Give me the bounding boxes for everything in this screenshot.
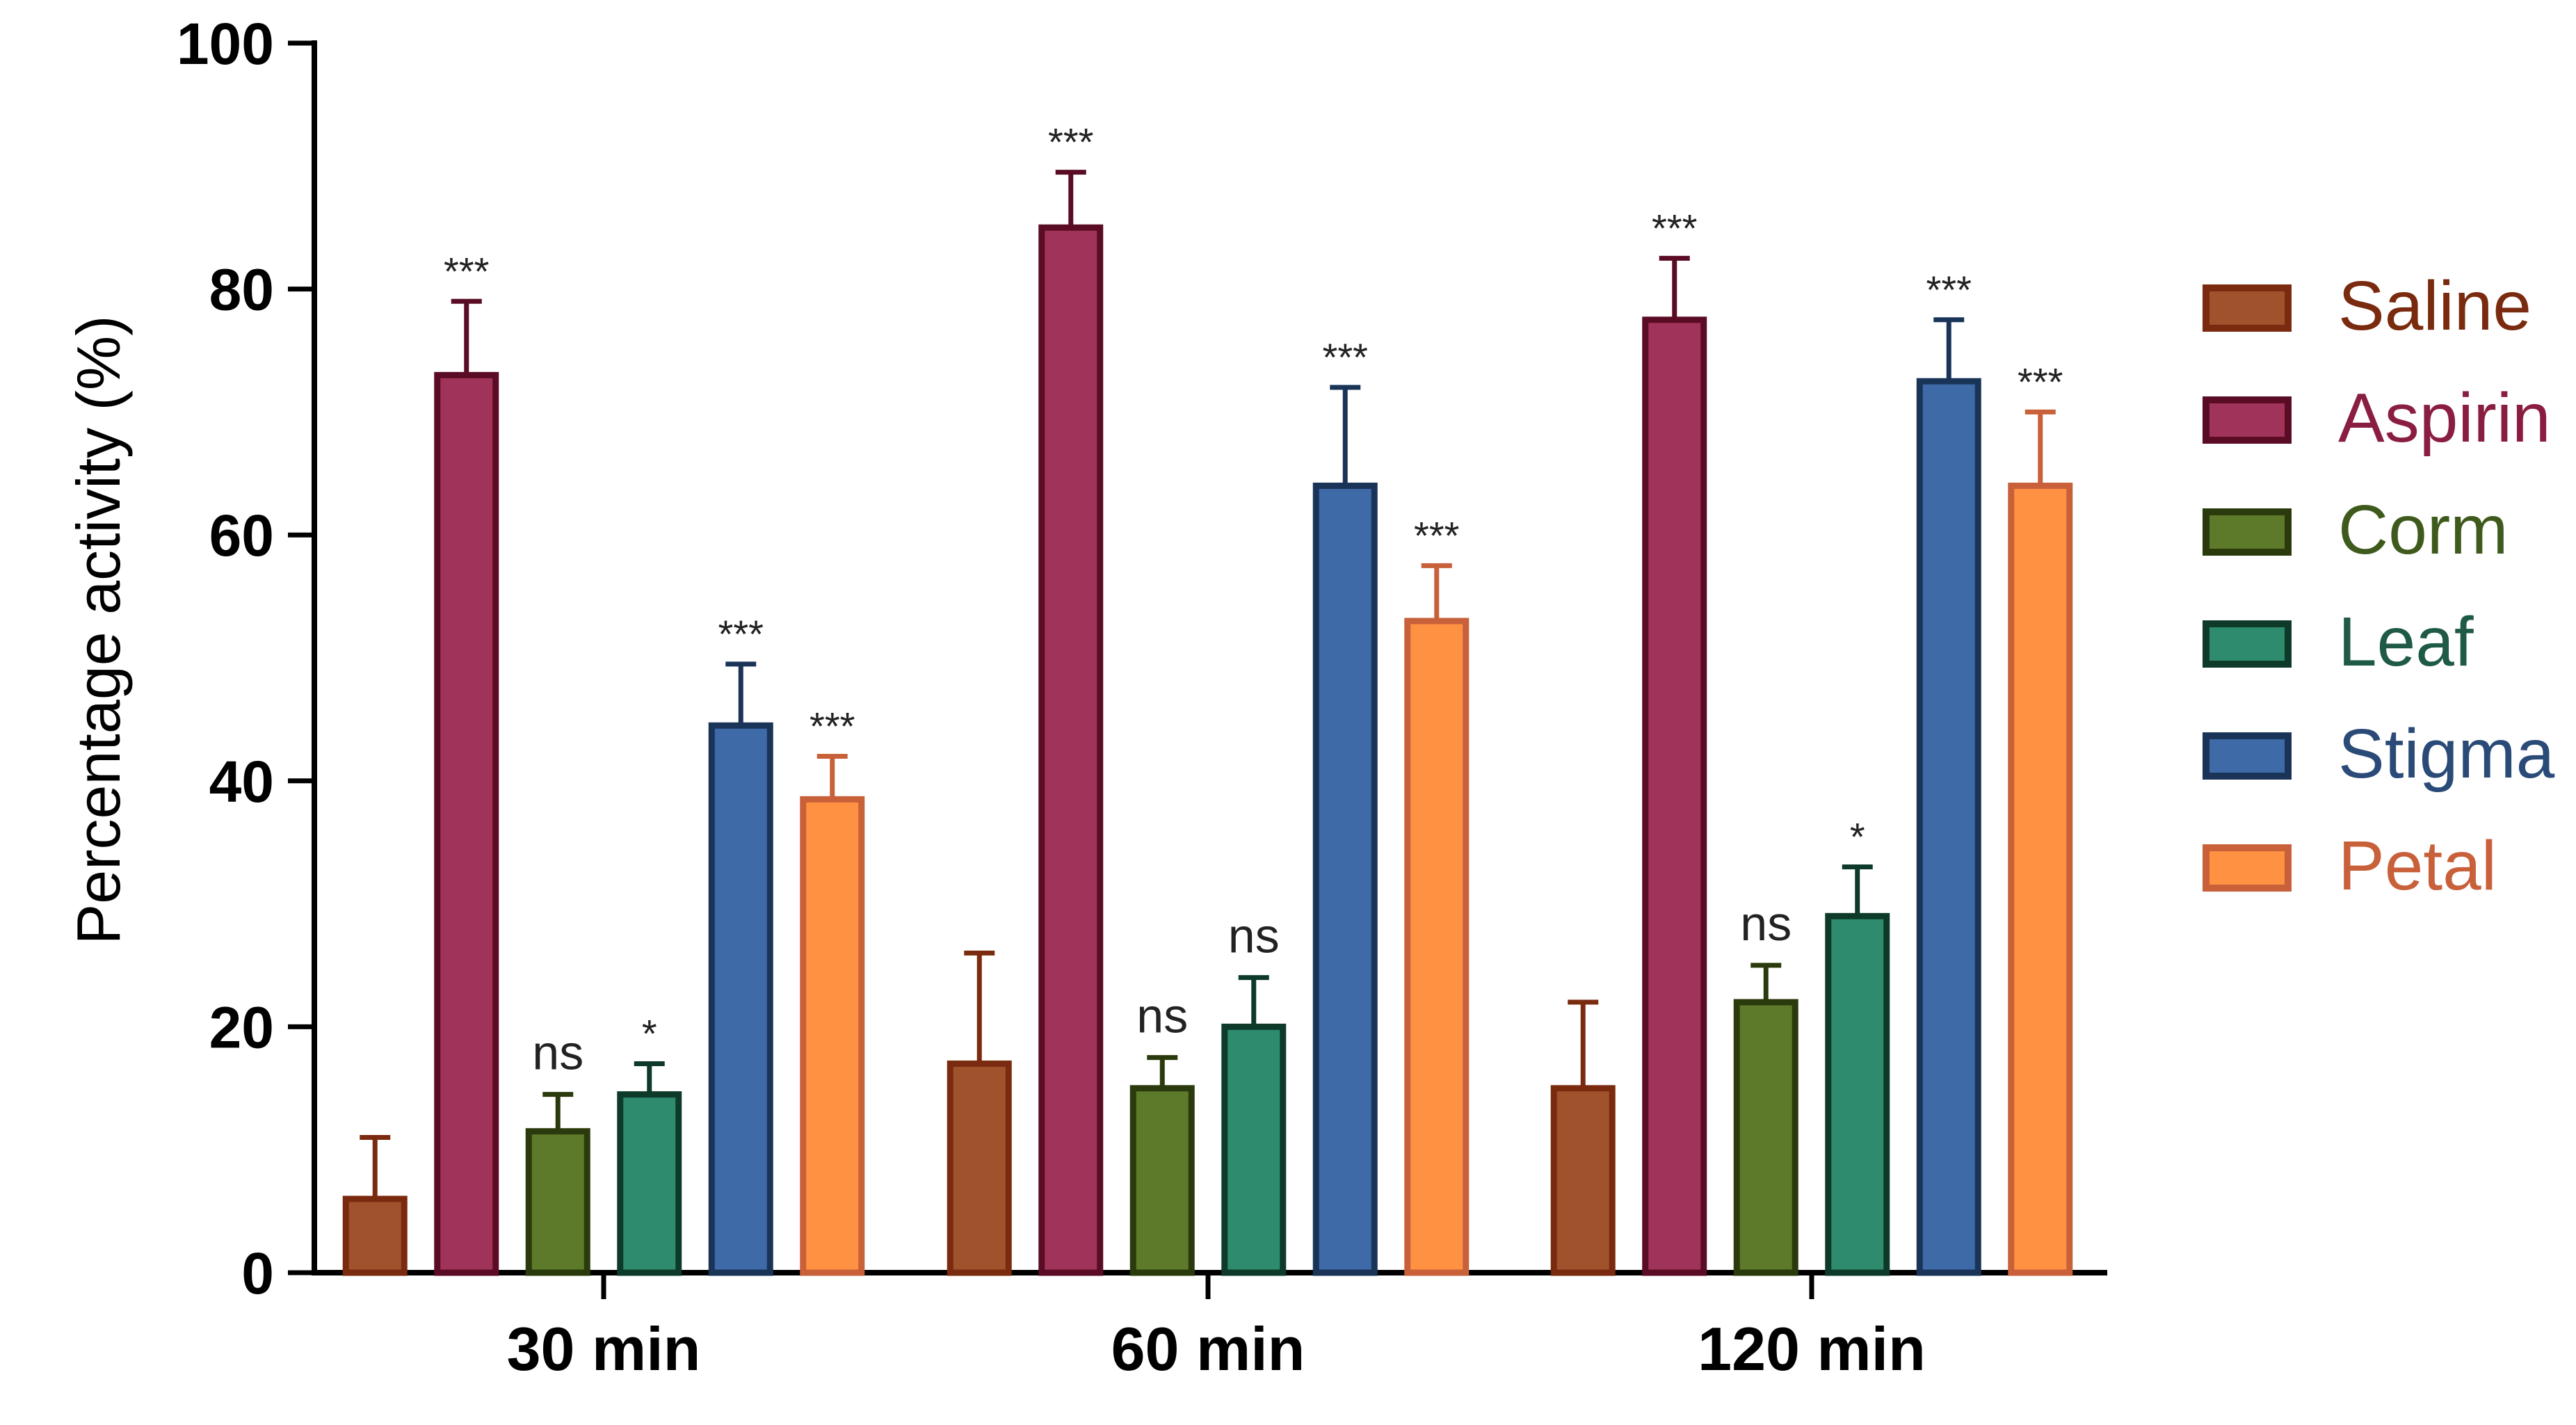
bar-stigma xyxy=(708,722,773,1276)
legend-swatch-stigma xyxy=(2203,732,2292,780)
bar-leaf xyxy=(1221,1023,1287,1276)
x-category-label: 30 min xyxy=(507,1314,701,1383)
significance-label: *** xyxy=(1652,206,1697,250)
significance-label: ns xyxy=(1740,896,1792,951)
legend-label-leaf: Leaf xyxy=(2338,603,2474,681)
significance-label: *** xyxy=(810,704,855,748)
significance-label: ns xyxy=(532,1026,583,1080)
legend-label-stigma: Stigma xyxy=(2338,715,2555,793)
labels: 0 20 40 60 80 100 Percentage activity (%) 30 mi… xyxy=(64,11,2063,1383)
bar-leaf xyxy=(617,1091,682,1276)
y-tick-label: 80 xyxy=(209,257,274,323)
bar-petal xyxy=(800,796,865,1276)
legend-swatch-leaf xyxy=(2203,620,2292,668)
bar-petal xyxy=(1404,618,1470,1276)
bar-aspirin xyxy=(1038,224,1104,1276)
x-category-label: 60 min xyxy=(1111,1314,1305,1383)
axes xyxy=(288,40,2107,1299)
bar-petal xyxy=(2008,482,2073,1276)
bar-saline xyxy=(947,1060,1012,1276)
significance-label: *** xyxy=(718,612,764,656)
y-tick-label: 20 xyxy=(209,995,274,1060)
x-category-label: 120 min xyxy=(1698,1314,1926,1383)
y-tick-label: 100 xyxy=(177,11,274,77)
legend-label-petal: Petal xyxy=(2338,827,2497,905)
significance-label: *** xyxy=(1414,513,1459,557)
bars xyxy=(342,170,2073,1276)
bar-corm xyxy=(1129,1085,1195,1276)
y-tick-label: 40 xyxy=(209,749,274,814)
significance-label: ns xyxy=(1136,989,1188,1043)
bar-corm xyxy=(525,1128,590,1276)
significance-label: *** xyxy=(1048,120,1093,164)
significance-label: *** xyxy=(444,249,489,293)
bar-aspirin xyxy=(434,371,499,1276)
significance-label: ns xyxy=(1228,909,1280,963)
legend-label-aspirin: Aspirin xyxy=(2338,379,2551,457)
bar-aspirin xyxy=(1642,316,1707,1276)
bar-stigma xyxy=(1916,378,1981,1276)
legend-swatch-aspirin xyxy=(2203,396,2292,444)
significance-label: *** xyxy=(1926,268,1972,312)
legend-swatch-saline xyxy=(2203,284,2292,332)
legend-swatch-corm xyxy=(2203,508,2292,556)
legend-swatch-petal xyxy=(2203,844,2292,892)
legend-label-corm: Corm xyxy=(2338,491,2508,569)
bar-saline xyxy=(342,1195,408,1276)
bar-stigma xyxy=(1312,482,1378,1276)
y-tick-label: 0 xyxy=(241,1241,274,1306)
significance-label: * xyxy=(642,1011,657,1055)
legend-label-saline: Saline xyxy=(2338,267,2531,345)
y-axis-label: Percentage activity (%) xyxy=(64,316,133,945)
y-tick-label: 60 xyxy=(209,503,274,568)
bar-saline xyxy=(1550,1085,1616,1276)
significance-label: *** xyxy=(1323,335,1368,379)
legend: Saline Aspirin Corm Leaf Stigma Petal xyxy=(2203,267,2555,905)
bar-leaf xyxy=(1825,912,1890,1276)
significance-label: * xyxy=(1850,815,1865,859)
significance-label: *** xyxy=(2018,360,2063,403)
bar-corm xyxy=(1733,999,1798,1276)
